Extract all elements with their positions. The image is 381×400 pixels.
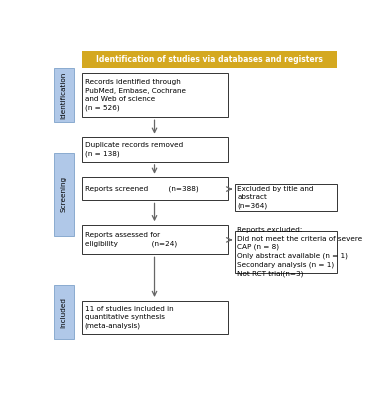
Text: Screening: Screening <box>61 176 67 212</box>
FancyBboxPatch shape <box>82 300 228 334</box>
Text: Reports screened         (n=388): Reports screened (n=388) <box>85 186 198 192</box>
FancyBboxPatch shape <box>53 285 74 339</box>
Text: Duplicate records removed
(n = 138): Duplicate records removed (n = 138) <box>85 142 183 157</box>
FancyBboxPatch shape <box>82 225 228 254</box>
Text: Reports excluded:
Did not meet the criteria of severe
CAP (n = 8)
Only abstract : Reports excluded: Did not meet the crite… <box>237 228 363 277</box>
Text: Excluded by title and
abstract
(n=364): Excluded by title and abstract (n=364) <box>237 186 314 209</box>
FancyBboxPatch shape <box>82 73 228 117</box>
FancyBboxPatch shape <box>82 177 228 200</box>
FancyBboxPatch shape <box>53 68 74 122</box>
FancyBboxPatch shape <box>82 51 337 68</box>
FancyBboxPatch shape <box>82 137 228 162</box>
FancyBboxPatch shape <box>235 231 337 273</box>
Text: Identification: Identification <box>61 71 67 118</box>
Text: 11 of studies included in
quantitative synthesis
(meta-analysis): 11 of studies included in quantitative s… <box>85 306 173 329</box>
Text: Included: Included <box>61 297 67 328</box>
FancyBboxPatch shape <box>235 184 337 211</box>
Text: Records identified through
PubMed, Embase, Cochrane
and Web of science
(n = 526): Records identified through PubMed, Embas… <box>85 79 186 110</box>
FancyBboxPatch shape <box>53 153 74 236</box>
Text: Reports assessed for
eligibility               (n=24): Reports assessed for eligibility (n=24) <box>85 232 177 247</box>
Text: Identification of studies via databases and registers: Identification of studies via databases … <box>96 55 323 64</box>
